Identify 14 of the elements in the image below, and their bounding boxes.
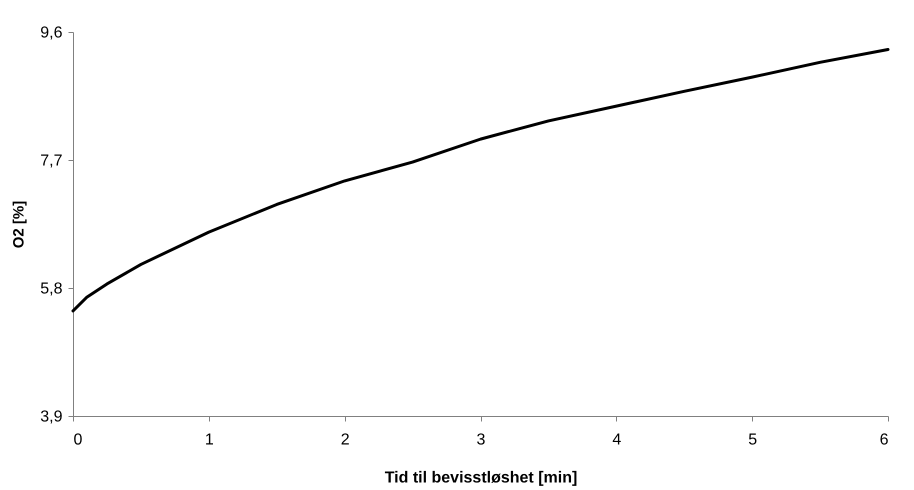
y-tick-label: 3,9 bbox=[40, 408, 63, 426]
x-tick-label: 1 bbox=[204, 432, 214, 448]
y-axis-title: O2 [%] bbox=[10, 200, 28, 248]
y-tick-label: 9,6 bbox=[40, 24, 63, 42]
x-tick-label: 3 bbox=[476, 432, 486, 448]
line-series bbox=[72, 48, 890, 312]
x-tick-label: 6 bbox=[880, 432, 889, 448]
x-tick-label: 2 bbox=[340, 432, 350, 448]
x-axis-title: Tid til bevisstløshet [min] bbox=[384, 470, 578, 486]
y-tick-label: 5,8 bbox=[40, 280, 63, 298]
y-tick-label: 7,7 bbox=[40, 152, 63, 170]
x-tick-label: 4 bbox=[612, 432, 622, 448]
x-tick-label: 5 bbox=[748, 432, 758, 448]
x-tick-label: 0 bbox=[74, 432, 82, 448]
